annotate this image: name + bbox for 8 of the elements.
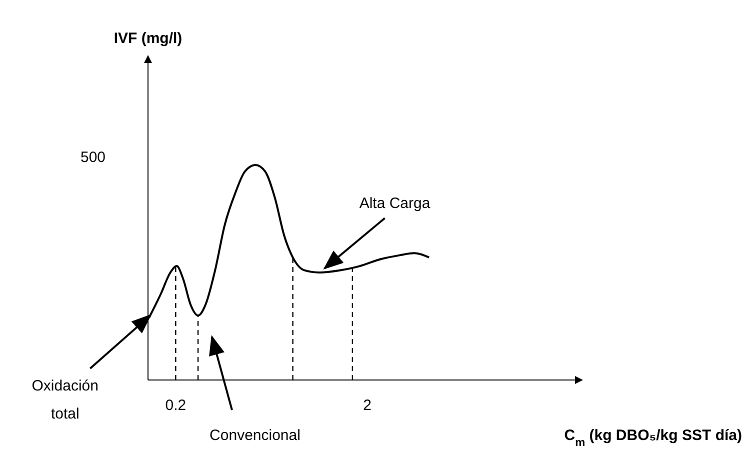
text: IVF (mg/l) [114,30,182,47]
annotation: Alta Carga [359,195,431,212]
text: Convencional [210,427,300,444]
x-tick-label: 2 [363,397,372,414]
x-axis-title: C$_{m}$ (kg DBO₅/kg SST día) [564,427,742,449]
x-tick-label: 0.2 [165,397,186,414]
annotation: Oxidación total [32,378,98,422]
text: 500 [80,149,106,166]
